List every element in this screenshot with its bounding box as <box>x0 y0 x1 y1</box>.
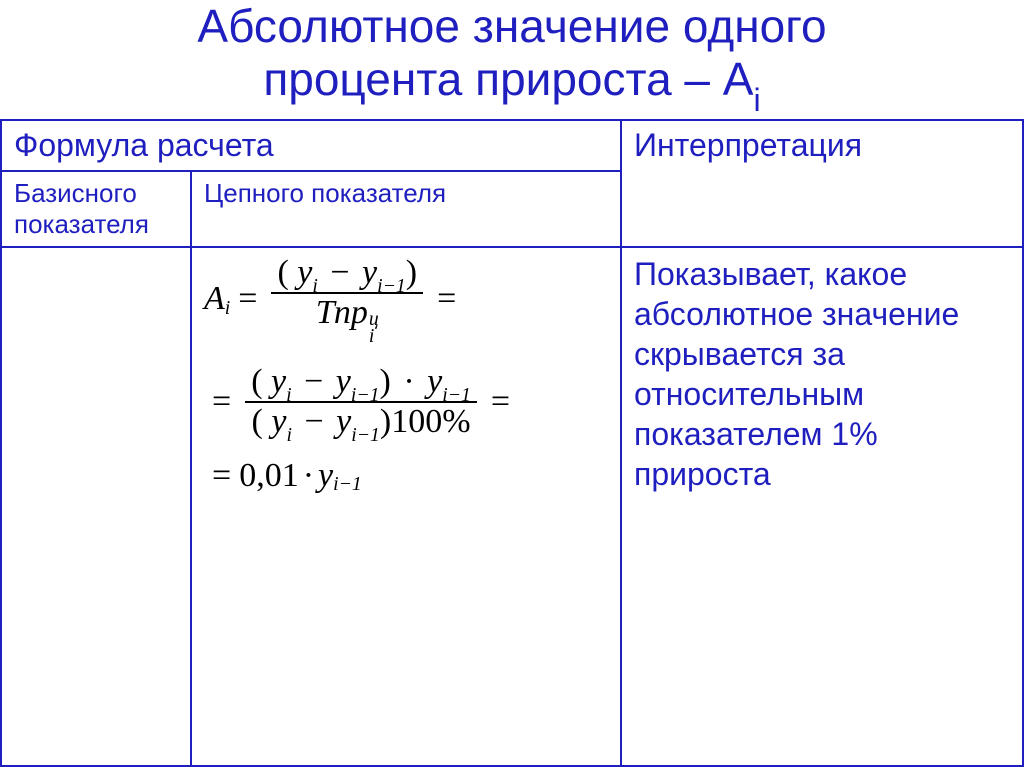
sym-A-sub: i <box>225 299 230 319</box>
y2: y <box>362 254 377 291</box>
cell-basis-empty <box>1 247 191 766</box>
y6s: i <box>286 424 291 446</box>
cell-interpretation: Показывает, какое абсолютное значение ск… <box>621 247 1023 766</box>
y2s: i−1 <box>377 275 406 297</box>
title-line1: Абсолютное значение одного <box>197 0 826 52</box>
cell-formula: Ai = ( yi − yi−1) Тпрцi <box>191 247 621 766</box>
formula-line-1: Ai = ( yi − yi−1) Тпрцi <box>204 254 608 345</box>
subheader-basis: Базисного показателя <box>1 171 191 247</box>
slide-title: Абсолютное значение одного процента прир… <box>0 0 1024 119</box>
y4s: i−1 <box>351 384 380 406</box>
y8: y <box>318 459 333 493</box>
formula-line-2: = ( yi − yi−1) · yi−1 ( yi <box>204 363 608 441</box>
y5s: i−1 <box>442 384 471 406</box>
tnp-subsup: цi <box>369 311 379 345</box>
y1s: i <box>312 275 317 297</box>
tnp: Тпр <box>316 294 368 331</box>
title-line2-pre: процента прироста – А <box>263 53 753 105</box>
y6: y <box>271 403 286 440</box>
frac-1: ( yi − yi−1) Тпрцi <box>271 254 423 345</box>
eq-5: = <box>212 459 231 493</box>
y3: y <box>271 363 286 400</box>
eq-4: = <box>491 385 510 419</box>
eq-3: = <box>212 385 231 419</box>
y5: y <box>427 363 442 400</box>
frac-2: ( yi − yi−1) · yi−1 ( yi − yi−1)100% <box>245 363 477 441</box>
content-table: Формула расчета Интерпретация Базисного … <box>0 119 1024 767</box>
y8s: i−1 <box>333 475 362 495</box>
formula-line-3: = 0,01 · yi−1 <box>204 459 608 493</box>
formula-block: Ai = ( yi − yi−1) Тпрцi <box>204 254 608 493</box>
dot2: · <box>303 459 314 493</box>
tnp-sub: i <box>369 328 379 345</box>
subheader-chain: Цепного показателя <box>191 171 621 247</box>
hundred: 100% <box>391 403 470 440</box>
y7s: i−1 <box>351 424 380 446</box>
y1: y <box>297 254 312 291</box>
dot1: · <box>403 363 414 400</box>
title-subscript: i <box>753 82 760 118</box>
y3s: i <box>286 384 291 406</box>
header-interpretation: Интерпретация <box>621 120 1023 247</box>
header-formula: Формула расчета <box>1 120 621 171</box>
eq-2: = <box>437 282 456 316</box>
coef: 0,01 <box>239 459 299 493</box>
sym-A: A <box>204 282 225 316</box>
y7: y <box>336 403 351 440</box>
eq-1: = <box>238 282 257 316</box>
y4: y <box>336 363 351 400</box>
